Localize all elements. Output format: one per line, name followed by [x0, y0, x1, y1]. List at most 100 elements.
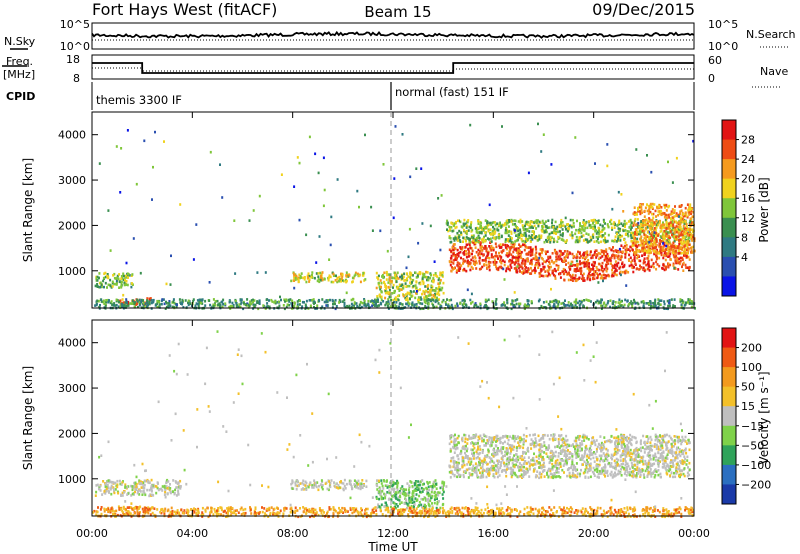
- data-cell: [351, 487, 354, 490]
- data-cell: [287, 298, 290, 302]
- data-cell: [329, 485, 332, 489]
- data-cell: [488, 245, 491, 248]
- data-cell: [528, 230, 531, 233]
- data-cell: [511, 260, 514, 264]
- data-cell: [338, 275, 341, 279]
- data-cell: [434, 479, 437, 482]
- data-cell: [535, 221, 538, 225]
- data-cell: [387, 281, 390, 284]
- data-cell: [264, 307, 267, 310]
- data-cell: [124, 278, 126, 282]
- data-cell: [643, 252, 646, 256]
- data-cell: [146, 480, 149, 483]
- data-cell: [665, 227, 668, 231]
- data-cell: [320, 272, 323, 276]
- data-cell: [155, 491, 158, 495]
- data-cell: [117, 305, 120, 308]
- data-cell: [516, 251, 519, 254]
- data-cell: [165, 282, 168, 286]
- data-cell: [623, 303, 626, 307]
- data-cell: [642, 300, 645, 303]
- data-cell: [425, 270, 428, 274]
- data-cell: [500, 225, 503, 228]
- nsearch-tick-bottom: 10^0: [708, 40, 738, 53]
- data-cell: [345, 291, 348, 295]
- data-cell: [525, 252, 528, 256]
- data-cell: [537, 223, 540, 226]
- data-cell: [624, 225, 626, 229]
- data-cell: [495, 298, 498, 301]
- data-cell: [99, 304, 101, 307]
- data-cell: [563, 250, 566, 253]
- data-cell: [317, 488, 320, 492]
- data-cell: [618, 222, 621, 226]
- data-cell: [600, 240, 602, 244]
- data-cell: [139, 480, 142, 483]
- data-cell: [459, 247, 462, 251]
- data-cell: [130, 506, 133, 509]
- data-cell: [461, 299, 464, 302]
- data-cell: [538, 220, 541, 224]
- data-cell: [632, 224, 635, 227]
- data-cell: [615, 263, 618, 266]
- data-cell: [639, 237, 642, 241]
- data-cell: [516, 226, 519, 230]
- data-cell: [479, 267, 482, 271]
- data-cell: [559, 276, 562, 279]
- data-cell: [293, 304, 296, 308]
- data-cell: [120, 280, 123, 284]
- data-cell: [443, 482, 445, 485]
- data-cell: [627, 248, 630, 251]
- data-cell: [480, 249, 483, 252]
- data-cell: [356, 481, 358, 485]
- data-cell: [453, 243, 456, 246]
- data-cell: [684, 301, 687, 304]
- data-cell: [432, 480, 435, 484]
- data-cell: [455, 225, 458, 229]
- data-cell: [658, 299, 661, 302]
- data-cell: [489, 237, 492, 241]
- data-cell: [441, 271, 444, 274]
- data-cell: [442, 497, 445, 500]
- data-cell: [135, 182, 138, 186]
- data-cell: [407, 304, 410, 307]
- data-cell: [214, 304, 217, 307]
- data-cell: [316, 481, 319, 484]
- data-cell: [512, 244, 515, 248]
- data-cell: [456, 264, 459, 267]
- data-cell: [506, 307, 509, 310]
- data-cell: [405, 298, 408, 302]
- data-cell: [497, 447, 499, 450]
- data-cell: [427, 500, 430, 504]
- data-cell: [302, 483, 305, 486]
- power-y-axis-label: Slant Range [km]: [21, 158, 35, 262]
- data-cell: [469, 226, 472, 230]
- data-cell: [432, 303, 435, 307]
- data-cell: [497, 267, 500, 270]
- data-cell: [513, 219, 516, 222]
- data-cell: [450, 254, 453, 258]
- data-cell: [308, 299, 311, 302]
- data-cell: [500, 256, 503, 259]
- data-cell: [459, 240, 462, 243]
- data-cell: [95, 285, 98, 288]
- data-cell: [479, 243, 482, 247]
- data-cell: [472, 239, 475, 242]
- data-cell: [456, 304, 459, 308]
- data-cell: [653, 462, 656, 466]
- data-cell: [671, 212, 674, 216]
- data-cell: [513, 263, 516, 266]
- data-cell: [612, 300, 615, 303]
- data-cell: [390, 488, 393, 491]
- data-cell: [122, 278, 125, 282]
- data-cell: [486, 254, 489, 258]
- data-cell: [523, 234, 526, 237]
- data-cell: [647, 220, 650, 223]
- data-cell: [637, 225, 640, 229]
- data-cell: [604, 274, 607, 277]
- data-cell: [557, 230, 560, 234]
- data-cell: [367, 304, 370, 308]
- data-cell: [663, 243, 666, 247]
- data-cell: [643, 223, 646, 227]
- data-cell: [295, 487, 298, 491]
